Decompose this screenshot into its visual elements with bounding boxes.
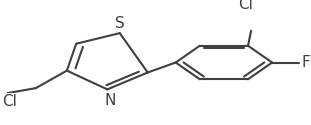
Text: Cl: Cl: [2, 94, 17, 109]
Text: Cl: Cl: [238, 0, 253, 12]
Text: F: F: [302, 55, 311, 70]
Text: N: N: [105, 93, 116, 108]
Text: S: S: [115, 16, 125, 31]
